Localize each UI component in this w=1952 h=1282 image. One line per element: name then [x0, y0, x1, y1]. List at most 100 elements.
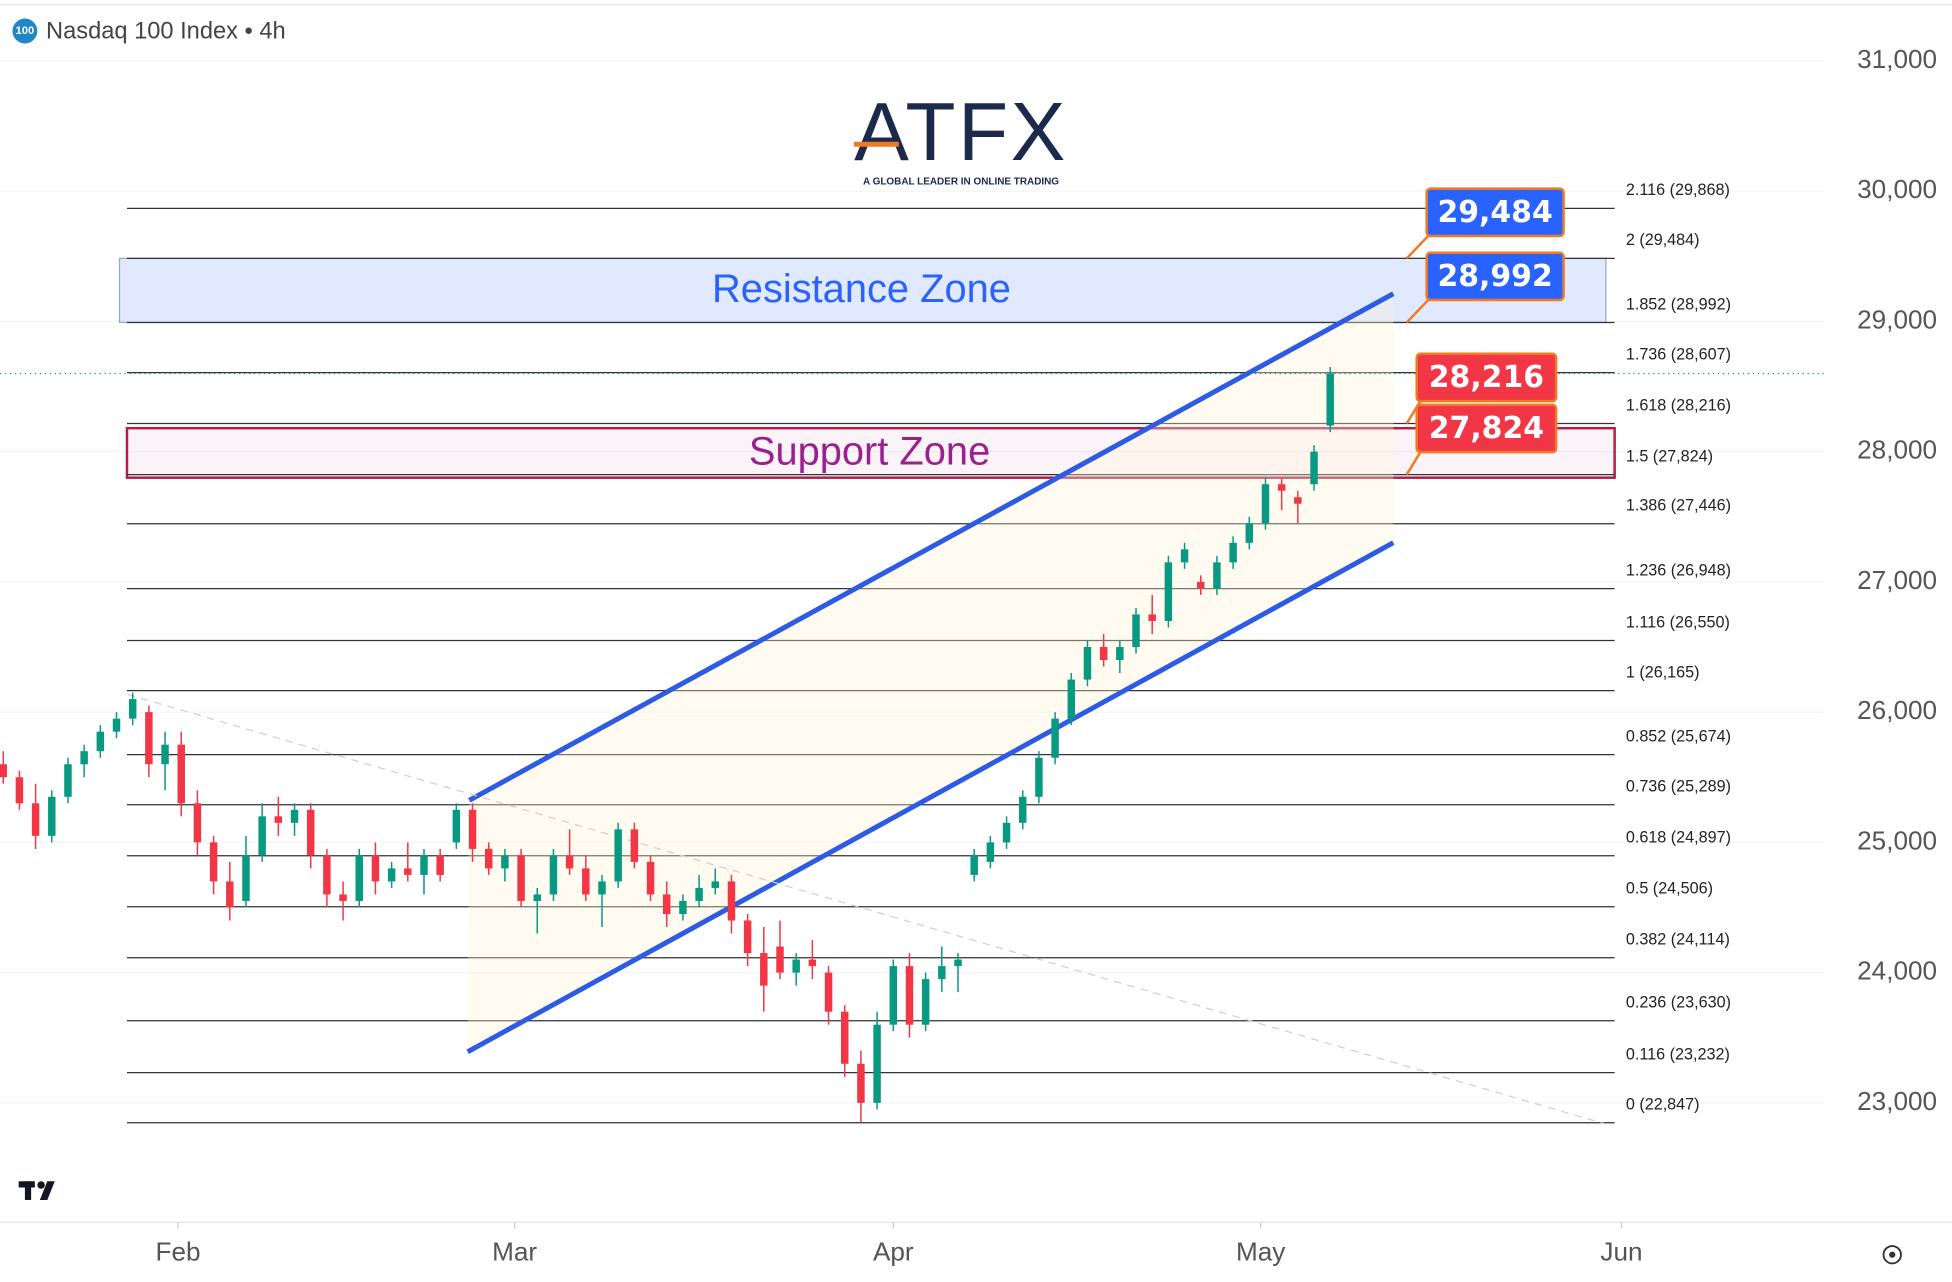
- candle-body: [15, 777, 24, 804]
- candle-body: [938, 966, 946, 980]
- price-tag: [1415, 352, 1558, 403]
- candle-body: [145, 712, 153, 765]
- fib-label: 2.116 (29,868): [1626, 181, 1730, 199]
- candle-body: [323, 855, 331, 895]
- fib-label: 1.736 (28,607): [1626, 345, 1731, 363]
- candle-body: [128, 699, 137, 719]
- candle-body: [582, 868, 590, 895]
- fib-label: 0.5 (24,506): [1626, 880, 1713, 898]
- fib-label: 0.236 (23,630): [1626, 994, 1731, 1012]
- price-tag-label: 29,484: [1438, 195, 1553, 230]
- candle-body: [679, 900, 687, 915]
- settings-icon-dot: [1889, 1251, 1896, 1258]
- y-tick-label: 25,000: [1857, 825, 1937, 855]
- candle-body: [290, 809, 299, 823]
- candle-body: [743, 920, 752, 954]
- x-tick-label: May: [1236, 1236, 1286, 1266]
- candle-body: [436, 855, 444, 875]
- channel-fill: [467, 293, 1394, 1052]
- candle-body: [0, 764, 7, 778]
- candle-body: [1002, 822, 1011, 843]
- logo-tagline: A GLOBAL LEADER IN ONLINE TRADING: [863, 176, 1059, 187]
- candle-body: [371, 855, 380, 882]
- candle-body: [1051, 718, 1059, 758]
- candle-body: [1083, 647, 1092, 680]
- candle-body: [565, 855, 574, 869]
- candle-body: [808, 959, 817, 967]
- candle-body: [695, 887, 703, 901]
- y-tick-label: 30,000: [1857, 174, 1937, 204]
- candle-body: [1277, 484, 1286, 491]
- candle-body: [533, 894, 541, 901]
- trendline: [466, 540, 1395, 1054]
- candle-body: [306, 809, 315, 856]
- fib-label: 1.618 (28,216): [1626, 396, 1731, 414]
- candle-body: [1261, 484, 1270, 524]
- candle-body: [193, 803, 202, 843]
- zone-label: Support Zone: [749, 430, 990, 474]
- candle-body: [1099, 647, 1108, 661]
- tv-logo-part: [24, 1181, 32, 1200]
- candle-body: [1035, 757, 1043, 797]
- settings-icon[interactable]: [1882, 1245, 1902, 1265]
- price-tag-label: 28,216: [1429, 360, 1544, 395]
- candle-body: [484, 848, 493, 869]
- tv-logo-part: [39, 1181, 55, 1200]
- candle-body: [1019, 796, 1027, 823]
- candle-body: [873, 1024, 881, 1103]
- candle-body: [64, 764, 72, 797]
- candle-body: [1310, 451, 1318, 485]
- candle-body: [1164, 562, 1173, 621]
- candle-body: [468, 809, 477, 849]
- candle-body: [420, 855, 428, 875]
- candle-body: [986, 842, 995, 862]
- candle-body: [387, 868, 396, 882]
- fib-label: 2 (29,484): [1626, 231, 1700, 249]
- candle-body: [1148, 614, 1156, 621]
- x-tick-label: Mar: [492, 1236, 537, 1266]
- candle-body: [161, 744, 169, 765]
- fib-label: 1.236 (26,948): [1626, 562, 1731, 580]
- candle-body: [630, 829, 639, 862]
- y-tick-label: 24,000: [1857, 956, 1937, 986]
- candle-body: [662, 894, 671, 915]
- candle-body: [840, 1011, 849, 1064]
- candle-body: [824, 972, 833, 1012]
- candle-body: [711, 881, 720, 888]
- candle-body: [1197, 581, 1205, 589]
- price-tag: [1425, 251, 1565, 302]
- candle-body: [646, 861, 655, 895]
- candle-body: [242, 855, 250, 901]
- candle-body: [921, 979, 930, 1025]
- y-tick-label: 29,000: [1857, 304, 1937, 334]
- logo: ATFX: [854, 87, 1068, 178]
- tv-logo: [18, 1181, 55, 1200]
- candle-body: [614, 829, 622, 882]
- candle-body: [857, 1063, 865, 1103]
- fib-label: 0.382 (24,114): [1626, 931, 1730, 949]
- zone-label: Resistance Zone: [712, 267, 1011, 311]
- fib-label: 0 (22,847): [1626, 1096, 1700, 1114]
- candle-body: [905, 966, 914, 1025]
- tv-logo-part: [37, 1181, 45, 1189]
- candle-body: [80, 751, 88, 765]
- candle-body: [1294, 497, 1302, 504]
- candle-body: [452, 809, 461, 843]
- candle-body: [1213, 562, 1221, 589]
- chart-title: Nasdaq 100 Index • 4h: [46, 18, 286, 44]
- candle-body: [1116, 647, 1124, 661]
- price-tag-label: 27,824: [1429, 411, 1544, 446]
- candle-body: [1132, 614, 1140, 648]
- y-tick-label: 27,000: [1857, 565, 1937, 595]
- candle-body: [31, 803, 40, 836]
- symbol-badge: 100: [16, 25, 35, 37]
- candle-body: [404, 868, 412, 875]
- candle-body: [177, 744, 185, 804]
- candle-body: [96, 731, 105, 752]
- candle-body: [1245, 523, 1254, 543]
- y-tick-label: 23,000: [1857, 1086, 1937, 1116]
- trendline: [127, 693, 1606, 1125]
- candle-body: [792, 959, 800, 973]
